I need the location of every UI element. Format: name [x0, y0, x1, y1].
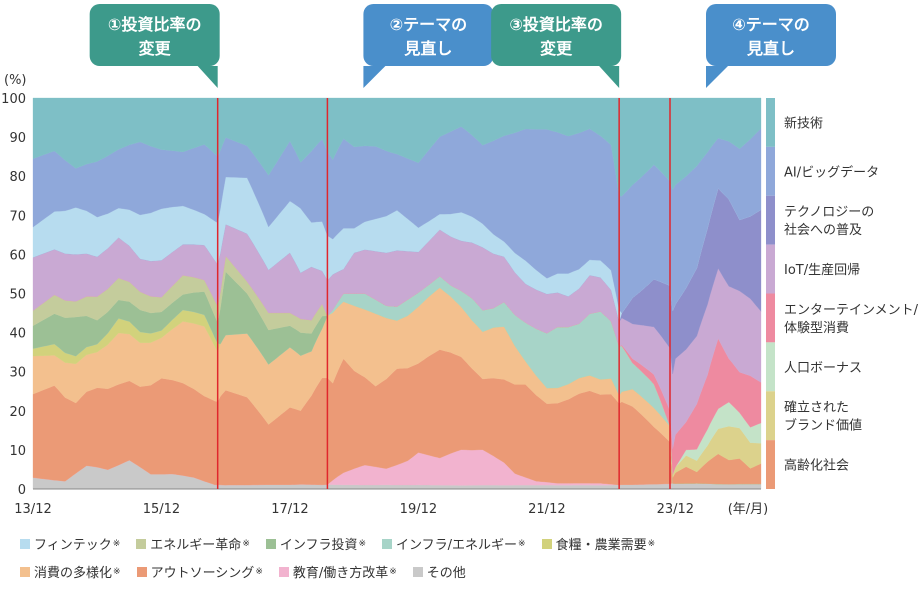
- callout-line1: ④テーマの: [732, 15, 810, 34]
- right-legend-swatch: [766, 440, 775, 489]
- legend-label: 食糧・農業需要: [555, 538, 647, 553]
- y-tick-label: 30: [9, 366, 26, 381]
- legend-swatch: [136, 538, 147, 549]
- legend-label: フィンテック: [34, 538, 112, 553]
- legend-item-sonota: その他: [412, 562, 466, 581]
- x-tick-label: 21/12: [528, 502, 565, 517]
- legend-label: インフラ/エネルギー: [396, 538, 518, 553]
- legend-item-infra_toushi: インフラ投資 ※: [265, 534, 367, 553]
- legend-swatch: [265, 538, 276, 549]
- legend-item-kyouiku: 教育/働き方改革 ※: [278, 562, 397, 581]
- legend-label: その他: [426, 566, 466, 581]
- legend-item-shouhi: 消費の多様化 ※: [20, 562, 121, 581]
- callout-line2: 変更: [139, 39, 172, 58]
- y-tick-label: 40: [9, 327, 26, 342]
- callout-line2: 変更: [540, 39, 573, 58]
- legend-item-infra_energy: インフラ/エネルギー ※: [382, 534, 526, 553]
- x-tick-label: 19/12: [400, 502, 437, 517]
- legend-star-mark: ※: [112, 538, 121, 549]
- right-legend-label: 体験型消費: [784, 321, 849, 336]
- right-legend-swatch: [766, 342, 775, 392]
- right-legend-swatch: [766, 146, 775, 196]
- legend-star-mark: ※: [242, 538, 250, 549]
- y-tick-label: 10: [9, 444, 26, 459]
- callout-tail: [599, 66, 620, 88]
- legend-swatch: [20, 538, 30, 549]
- legend-label: 消費の多様化: [34, 566, 113, 581]
- legend-row-1: フィンテック ※ エネルギー革命 ※ インフラ投資 ※ インフラ/エネルギー ※ 食糧・農業需要…: [20, 534, 720, 553]
- callout-box: [706, 4, 836, 66]
- legend-swatch: [541, 538, 552, 549]
- area-layers: [32, 97, 762, 490]
- right-legend-swatch: [766, 293, 775, 343]
- callout-box: [363, 4, 494, 66]
- callout-line1: ①投資比率の: [108, 15, 202, 34]
- legend-label: エネルギー革命: [150, 538, 242, 553]
- callout-tail: [706, 66, 728, 88]
- legend-star-mark: ※: [647, 538, 656, 549]
- legend-item-shokuryou: 食糧・農業需要 ※: [541, 534, 656, 553]
- callout-line2: 見直し: [746, 39, 795, 58]
- bottom-legend: フィンテック ※ エネルギー革命 ※ インフラ投資 ※ インフラ/エネルギー ※ 食糧・農業需要…: [20, 534, 720, 590]
- x-tick-label: 23/12: [657, 502, 694, 517]
- x-tick-label: 13/12: [14, 502, 51, 517]
- right-legend-label: 新技術: [784, 115, 823, 131]
- legend-item-energy_kakumei: エネルギー革命 ※: [136, 534, 250, 553]
- right-legend-swatch: [766, 391, 775, 441]
- legend-label: インフラ投資: [279, 538, 358, 553]
- right-legend-label: 高齢化社会: [784, 458, 849, 474]
- right-legend-swatch: [766, 98, 775, 147]
- y-tick-label: 80: [9, 170, 26, 185]
- legend-star-mark: ※: [113, 566, 121, 577]
- y-tick-label: 70: [9, 209, 26, 224]
- legend-item-outsourcing: アウトソーシング ※: [136, 562, 263, 581]
- callout-line1: ②テーマの: [390, 15, 468, 34]
- legend-item-fintech: フィンテック ※: [20, 534, 120, 553]
- callout-line1: ③投資比率の: [509, 15, 603, 34]
- legend-label: 教育/働き方改革: [292, 566, 389, 581]
- right-legend-label: テクノロジーの: [784, 205, 874, 220]
- legend-star-mark: ※: [358, 538, 367, 549]
- legend-swatch: [412, 566, 423, 577]
- legend-star-mark: ※: [518, 538, 526, 549]
- area-shingijutsu: [32, 97, 762, 197]
- legend-label: アウトソーシング: [150, 566, 255, 581]
- right-legend-label: 社会への普及: [784, 222, 862, 238]
- legend-row-2: 消費の多様化 ※ アウトソーシング ※ 教育/働き方改革 ※ その他: [20, 562, 720, 581]
- right-legend-swatch: [766, 244, 775, 294]
- y-tick-label: 90: [9, 131, 26, 146]
- x-tick-label: 17/12: [271, 502, 308, 517]
- legend-swatch: [382, 538, 393, 549]
- legend-star-mark: ※: [389, 566, 397, 577]
- legend-star-mark: ※: [255, 566, 263, 577]
- x-unit-label: (年/月): [728, 502, 769, 517]
- right-legend-label: IoT/生産回帰: [784, 262, 860, 278]
- y-tick-label: 20: [9, 405, 26, 420]
- right-legend-label: ブランド価値: [784, 418, 862, 434]
- y-unit-label: (%): [4, 73, 27, 88]
- callout-tail: [363, 66, 386, 88]
- x-tick-label: 15/12: [143, 502, 180, 517]
- callout-box: [491, 4, 622, 66]
- legend-swatch: [20, 566, 30, 577]
- y-tick-label: 50: [9, 288, 26, 303]
- callout-tail: [197, 66, 218, 88]
- right-legend-label: 人口ボーナス: [784, 361, 862, 376]
- right-legend-swatch: [766, 195, 775, 245]
- right-legend-label: 確立された: [784, 400, 849, 416]
- right-legend-label: AI/ビッグデータ: [784, 164, 879, 180]
- y-tick-label: 60: [9, 248, 26, 263]
- callout-line2: 見直し: [403, 39, 452, 58]
- legend-swatch: [136, 566, 147, 577]
- stacked-area-chart: (%) 0 10 20 30 40 50 60 70 80 90 100 13/12 15/12 17/12…: [1, 4, 919, 517]
- y-tick-label: 0: [18, 483, 26, 498]
- right-legend-label: エンターテインメント/: [784, 303, 919, 318]
- legend-swatch: [278, 566, 289, 577]
- y-tick-label: 100: [1, 92, 26, 107]
- callout-box: [89, 4, 220, 66]
